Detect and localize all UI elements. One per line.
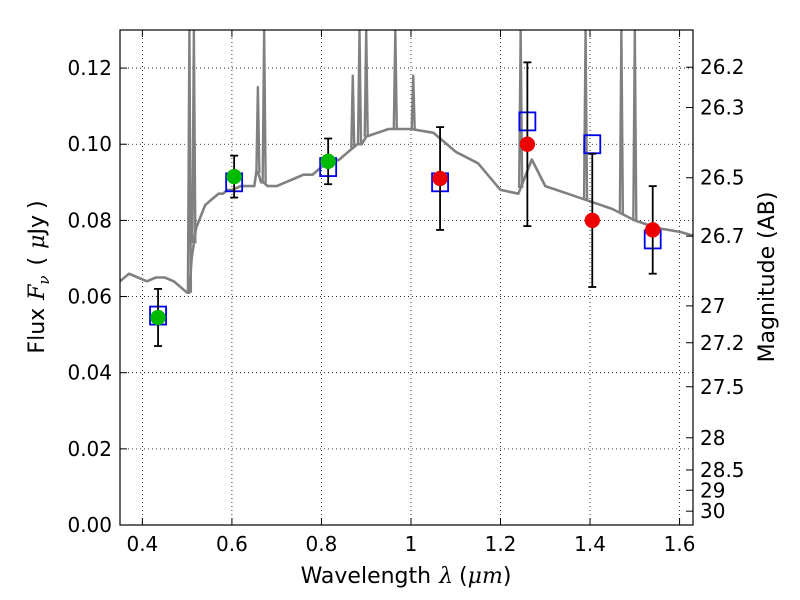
right-tick-label: 28 [700,426,725,450]
emission-line [392,30,399,130]
y-axis-symbol: F [25,284,50,301]
x-axis-unit-open: ( [459,564,468,589]
emission-line [517,30,524,189]
right-tick-label: 26.7 [700,224,745,248]
emission-line [410,74,416,130]
observed-point [644,222,661,238]
right-tick-label: 26.3 [700,95,745,119]
x-tick-label: 0.4 [126,532,158,556]
y-axis-symbol-sub: ν [35,275,53,284]
right-tick-label: 27.5 [700,375,745,399]
y-tick-label: 0.04 [67,361,112,385]
y-axis-unit-open: ( [25,257,50,266]
observed-point [226,168,242,185]
emission-line [191,30,197,244]
observed-point [432,170,448,187]
x-axis-label: Wavelength [301,564,432,589]
x-axis-unit-close: ) [503,564,512,589]
y-axis-unit: Jy [25,215,50,237]
x-tick-label: 0.6 [216,532,248,556]
y-tick-label: 0.02 [67,437,112,461]
emission-line [261,30,267,184]
emission-line [255,85,261,174]
right-tick-label: 27.2 [700,331,745,355]
x-tick-label: 1 [405,532,418,556]
y-axis-label: Flux [25,308,50,354]
x-tick-label: 1.4 [574,532,606,556]
observed-point [584,212,601,229]
emission-line [363,30,369,137]
x-axis-title: Wavelength λ (μm) [301,564,512,589]
right-axis-title: Magnitude (AB) [755,192,780,363]
grid [120,30,693,526]
x-tick-label: 1.2 [485,532,517,556]
right-tick-label: 30 [700,499,725,523]
right-tick-label: 26.5 [700,166,745,190]
x-tick-label: 1.6 [664,532,696,556]
observed-point [519,136,536,152]
y-axis-unit-close: ) [25,200,50,209]
plot-frame [119,29,694,526]
emission-line [350,74,356,149]
y-tick-label: 0.06 [67,285,112,309]
emission-line [632,30,638,221]
emission-line [618,30,625,214]
y-axis: 0.00 0.02 0.04 0.06 0.08 0.10 0.12 [67,56,127,537]
emission-line [186,30,193,293]
y-axis-unit-mu: μ [25,235,50,249]
y-tick-label: 0.10 [67,132,112,156]
y-tick-label: 0.08 [67,208,112,232]
y-tick-label: 0.12 [67,56,112,80]
right-tick-label: 26.2 [700,55,745,79]
right-tick-label: 27 [700,294,725,318]
y-tick-label: 0.00 [67,513,112,537]
plot-area [120,30,693,347]
right-tick-label: 29 [700,478,725,502]
emission-line [356,30,363,145]
x-axis-symbol: λ [438,564,453,589]
plot-background [120,30,693,525]
x-tick-label: 0.8 [306,532,338,556]
observed-point [150,309,166,326]
right-tick-label: 28.5 [700,458,745,482]
observed-point [320,153,336,170]
x-axis: 0.4 0.6 0.8 1 1.2 1.4 1.6 [126,30,695,556]
y-axis-title: Flux Fν ( μJy) [25,200,53,353]
x-axis-unit: μm [468,564,503,589]
